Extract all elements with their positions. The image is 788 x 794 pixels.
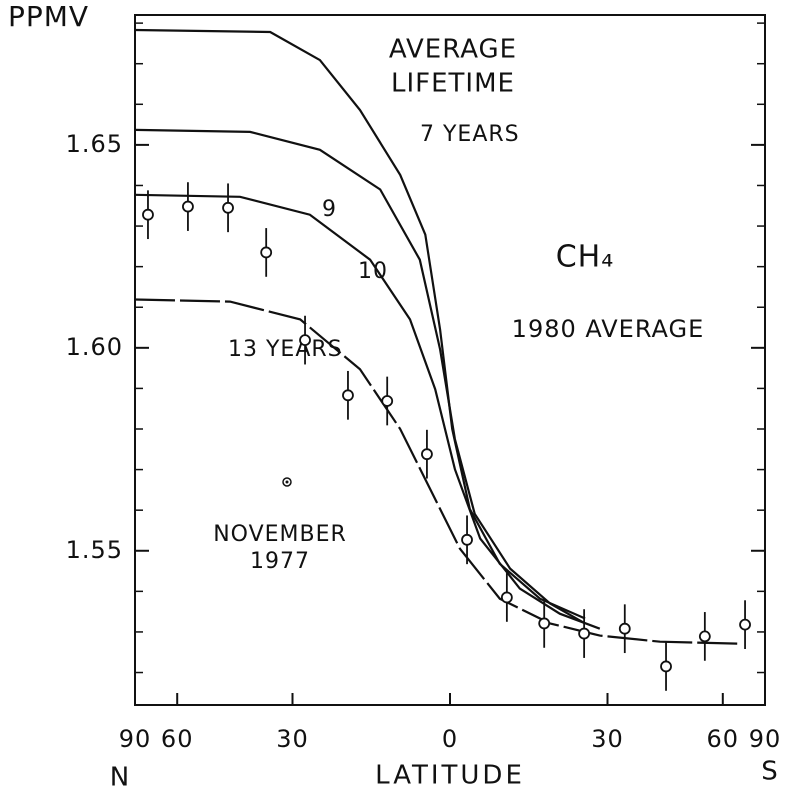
- lifetime-curve: [134, 28, 586, 620]
- annotation: 1980 AVERAGE: [512, 315, 705, 343]
- curve-label: 13 YEARS: [228, 337, 343, 362]
- x-tick-label: 60: [161, 725, 194, 753]
- y-axis-label: PPMV: [8, 0, 89, 33]
- data-point: [381, 395, 394, 407]
- data-point: [660, 660, 672, 673]
- data-point: [578, 627, 591, 640]
- data-point: [538, 617, 551, 630]
- annotation: LIFETIME: [391, 69, 515, 99]
- x-tick-label: 0: [442, 725, 458, 753]
- symbol-ring: [282, 477, 292, 487]
- north-label: N: [110, 763, 130, 793]
- y-tick-label: 1.65: [66, 130, 123, 158]
- lifetime-curve: [134, 298, 741, 645]
- curve-label: 7 YEARS: [420, 122, 520, 147]
- data-point: [500, 591, 513, 604]
- x-tick-label: 90: [119, 725, 152, 753]
- y-tick-label: 1.55: [66, 536, 123, 564]
- data-point: [461, 533, 473, 546]
- x-tick-label: 60: [707, 725, 740, 753]
- data-point: [260, 246, 273, 259]
- annotation: CH₄: [556, 240, 615, 275]
- south-label: S: [761, 757, 779, 787]
- annotation: 1977: [250, 549, 310, 574]
- y-tick-label: 1.60: [66, 333, 123, 361]
- data-point: [182, 200, 194, 213]
- data-point: [421, 448, 433, 461]
- data-point: [142, 208, 154, 221]
- annotation: AVERAGE: [389, 35, 517, 65]
- x-tick-label: 30: [276, 725, 309, 753]
- lifetime-curve: [134, 193, 601, 630]
- x-tick-label: 30: [591, 725, 624, 753]
- x-tick-label: 90: [749, 725, 782, 753]
- data-point: [739, 618, 751, 631]
- curve-label: 9: [322, 197, 337, 222]
- lifetime-curve: [134, 128, 586, 625]
- symbol-dot: [285, 480, 289, 484]
- data-point: [618, 622, 631, 635]
- data-point: [222, 201, 234, 214]
- curve-label: 10: [358, 259, 388, 284]
- november-symbol: [282, 477, 292, 487]
- data-point: [299, 334, 311, 347]
- data-point: [342, 389, 354, 402]
- data-point: [698, 630, 711, 643]
- x-axis-label: LATITUDE: [375, 761, 525, 791]
- annotation: NOVEMBER: [213, 522, 347, 547]
